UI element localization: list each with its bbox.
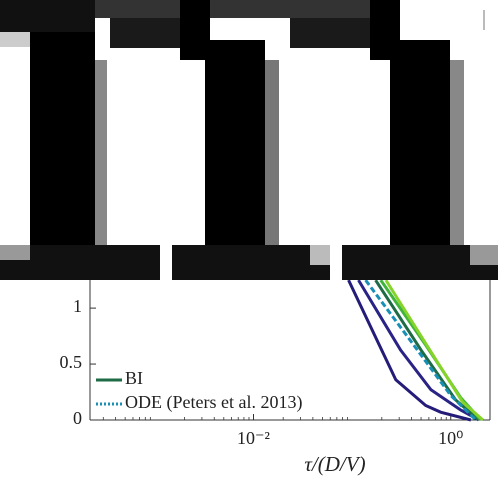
x-tick-label: 10⁻²	[237, 428, 270, 448]
x-tick-label: 10⁰	[438, 428, 463, 448]
y-tick-label: 0.5	[60, 352, 83, 372]
y-tick-label: 1	[73, 296, 82, 316]
series-line	[357, 279, 480, 422]
x-axis-label: τ/(D/V)	[304, 452, 365, 476]
y-tick-label: 0	[73, 408, 82, 428]
pixel-glyph-overlay	[0, 0, 498, 280]
series-line	[384, 279, 484, 422]
series-line	[364, 279, 477, 422]
legend-label: BI	[125, 368, 143, 388]
series-line	[347, 279, 472, 422]
legend-label: ODE (Peters et al. 2013)	[125, 392, 302, 413]
plot-area: 10⁻² 10⁰ 0 0.5 1 τ/(D/V) BI ODE (Peters et al. …	[60, 6, 491, 476]
